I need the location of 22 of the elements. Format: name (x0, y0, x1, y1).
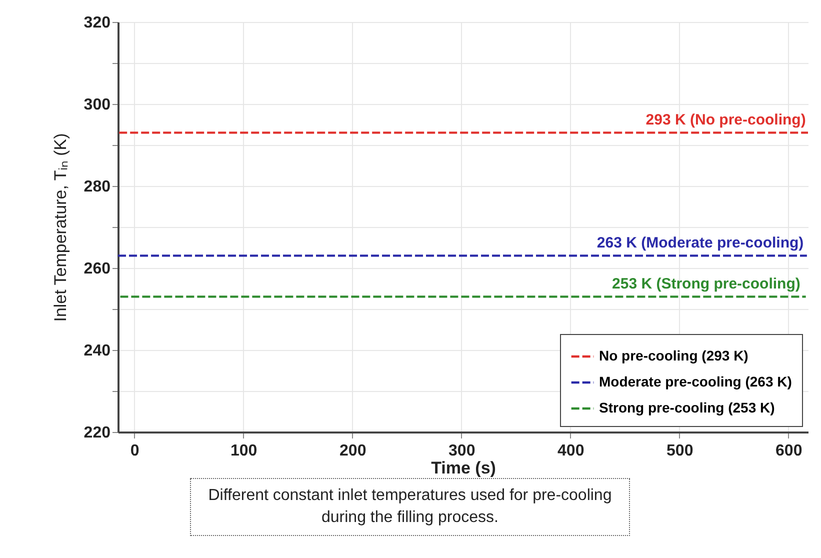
x-tick-label: 100 (230, 442, 258, 460)
legend-label: Strong pre-cooling (253 K) (599, 400, 775, 416)
annotation: 263 K (Moderate pre-cooling) (596, 234, 804, 252)
annotation: 293 K (No pre-cooling) (646, 112, 806, 129)
annotation: 253 K (Strong pre-cooling) (612, 276, 800, 293)
x-tick-label: 0 (130, 442, 140, 460)
x-tick-label: 200 (340, 442, 366, 460)
x-tick-label: 300 (448, 442, 476, 460)
x-axis-title: Time (s) (431, 458, 496, 478)
y-tick-label: 280 (84, 178, 111, 196)
x-tick-label: 600 (776, 442, 802, 460)
y-axis-title: Inlet Temperature, Tᵢₙ (K) (50, 133, 70, 322)
y-tick-label: 220 (84, 424, 111, 442)
x-tick-label: 500 (666, 442, 694, 460)
y-tick-label: 260 (84, 260, 111, 278)
y-tick-label: 300 (84, 96, 111, 114)
y-tick-label: 240 (84, 342, 111, 360)
x-tick-label: 400 (558, 442, 584, 460)
y-tick-label: 320 (84, 14, 111, 32)
legend-label: No pre-cooling (293 K) (599, 348, 748, 364)
legend-label: Moderate pre-cooling (263 K) (599, 374, 792, 390)
text: Different constant inlet temperatures used for pre-cooling during the filling process. (190, 478, 630, 536)
